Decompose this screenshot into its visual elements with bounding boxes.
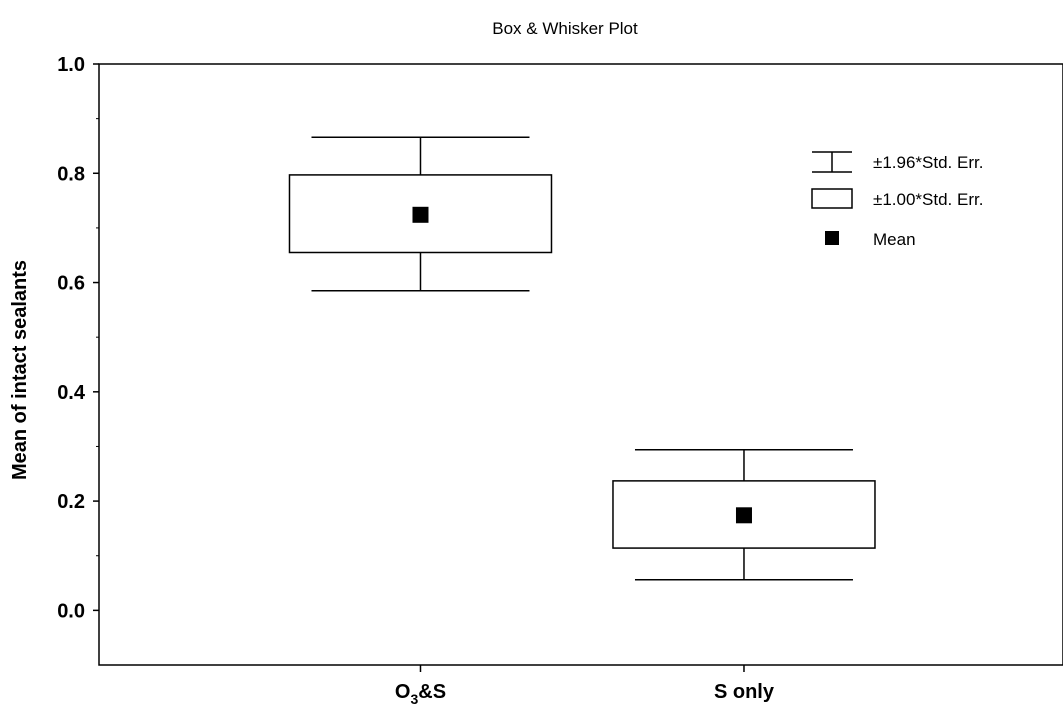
y-tick-label: 1.0 [57, 54, 85, 76]
box-group [288, 136, 553, 292]
box-series [288, 136, 876, 581]
x-axis: O3&S S only [395, 665, 775, 707]
legend-label: Mean [873, 230, 916, 249]
legend-box-symbol [811, 188, 853, 209]
legend: ±1.96*Std. Err. ±1.00*Std. Err. Mean [811, 151, 983, 249]
legend-item-mean: Mean [825, 230, 916, 249]
y-axis: 0.0 0.2 0.4 0.6 0.8 1.0 [57, 54, 99, 622]
mean-marker [735, 507, 752, 524]
y-tick-label: 0.6 [57, 273, 85, 295]
plot-frame [98, 63, 1063, 666]
legend-mean-symbol [825, 231, 839, 245]
mean-marker [412, 206, 429, 223]
legend-label: ±1.00*Std. Err. [873, 190, 983, 209]
y-tick-label: 0.4 [57, 382, 86, 404]
x-tick-label: S only [714, 681, 775, 703]
y-tick-label: 0.0 [57, 600, 85, 622]
legend-label: ±1.96*Std. Err. [873, 153, 983, 172]
y-tick-label: 0.8 [57, 163, 85, 185]
x-tick-label: O3&S [395, 681, 446, 707]
chart-title: Box & Whisker Plot [492, 19, 638, 38]
y-tick-label: 0.2 [57, 491, 85, 513]
legend-item-whisker: ±1.96*Std. Err. [812, 151, 983, 173]
box [612, 480, 876, 549]
box-group [612, 448, 876, 581]
y-axis-label: Mean of intact sealants [9, 260, 31, 480]
legend-item-box: ±1.00*Std. Err. [811, 188, 983, 209]
